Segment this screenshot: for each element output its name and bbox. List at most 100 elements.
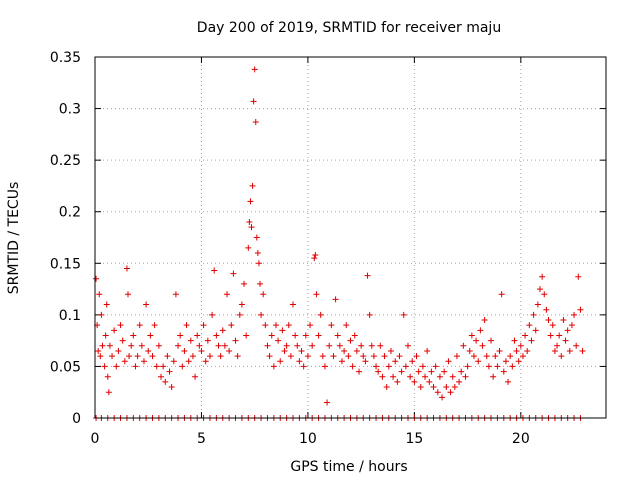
data-point (462, 373, 469, 380)
data-point (254, 249, 261, 256)
data-point (285, 322, 292, 329)
data-point (413, 353, 420, 360)
data-point (568, 322, 575, 329)
data-point (366, 311, 373, 318)
data-point (422, 373, 429, 380)
data-point (168, 384, 175, 391)
data-point (445, 358, 452, 365)
data-point (132, 363, 139, 370)
data-point (507, 353, 514, 360)
data-point (206, 353, 213, 360)
data-point (241, 280, 248, 287)
data-point (370, 353, 377, 360)
data-point (304, 353, 311, 360)
data-point (517, 342, 524, 349)
data-point (292, 332, 299, 339)
data-point (246, 219, 253, 226)
data-point (443, 384, 450, 391)
data-point (402, 363, 409, 370)
data-point (387, 347, 394, 354)
data-point (490, 373, 497, 380)
data-point (243, 332, 250, 339)
data-point (113, 363, 120, 370)
data-point (164, 353, 171, 360)
data-point (145, 347, 152, 354)
data-point (522, 332, 529, 339)
data-point (409, 358, 416, 365)
data-point (505, 378, 512, 385)
data-point (172, 291, 179, 298)
x-tick-label: 15 (405, 431, 423, 447)
data-point (119, 337, 126, 344)
data-point (270, 363, 277, 370)
data-point (315, 332, 322, 339)
data-point (198, 347, 205, 354)
data-point (338, 358, 345, 365)
data-point (192, 373, 199, 380)
data-point (564, 327, 571, 334)
data-point (307, 322, 314, 329)
data-point (419, 363, 426, 370)
data-point (219, 327, 226, 334)
y-tick-label: 0.3 (59, 102, 81, 118)
data-point (134, 353, 141, 360)
data-point (470, 353, 477, 360)
data-point (277, 358, 284, 365)
data-point (105, 389, 112, 396)
data-point (458, 368, 465, 375)
data-point (464, 363, 471, 370)
data-point (524, 347, 531, 354)
data-point (439, 394, 446, 401)
data-point (343, 322, 350, 329)
data-point (221, 342, 228, 349)
data-point (349, 363, 356, 370)
data-point (500, 368, 507, 375)
data-point (230, 270, 237, 277)
data-point (236, 311, 243, 318)
data-point (160, 363, 167, 370)
data-point (253, 234, 260, 241)
data-point (234, 353, 241, 360)
data-point (147, 332, 154, 339)
data-point (509, 363, 516, 370)
data-point (248, 224, 255, 231)
data-point (502, 358, 509, 365)
data-point (249, 182, 256, 189)
data-point (547, 332, 554, 339)
data-point (183, 322, 190, 329)
tick-layer: 0 5 10 15 20 0 0.05 0.1 0.15 0.2 0.25 0.3 0.35 (50, 50, 606, 447)
data-point (496, 347, 503, 354)
data-point (362, 358, 369, 365)
data-point (468, 332, 475, 339)
data-point (549, 322, 556, 329)
data-point (102, 332, 109, 339)
data-point (326, 342, 333, 349)
data-point (571, 311, 578, 318)
data-point (530, 311, 537, 318)
data-point (377, 342, 384, 349)
data-point (166, 368, 173, 375)
data-point (334, 332, 341, 339)
data-point (449, 373, 456, 380)
data-point (250, 98, 257, 105)
y-tick-label: 0.25 (50, 153, 81, 169)
data-point (181, 347, 188, 354)
data-point (451, 384, 458, 391)
data-point (158, 373, 165, 380)
data-point (430, 384, 437, 391)
data-point (232, 337, 239, 344)
data-point (121, 358, 128, 365)
data-point (411, 378, 418, 385)
data-point (556, 332, 563, 339)
data-point (432, 363, 439, 370)
x-tick-label: 20 (512, 431, 530, 447)
data-point (481, 317, 488, 324)
data-point (117, 322, 124, 329)
data-point (283, 342, 290, 349)
data-point (204, 337, 211, 344)
data-point (353, 347, 360, 354)
data-point (513, 347, 520, 354)
y-tick-label: 0.1 (59, 308, 81, 324)
data-point (390, 373, 397, 380)
